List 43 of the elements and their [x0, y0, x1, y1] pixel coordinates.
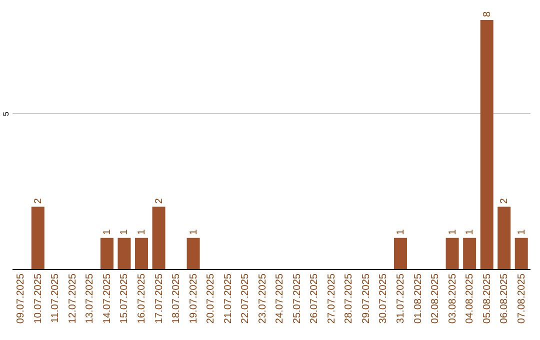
- x-tick-label: 30.07.2025: [378, 273, 390, 324]
- x-tick-label: 03.08.2025: [447, 273, 458, 324]
- x-tick-label: 04.08.2025: [464, 273, 476, 324]
- data-label: 2: [32, 198, 44, 204]
- x-tick-label: 27.07.2025: [326, 273, 338, 324]
- x-tick-label: 13.07.2025: [84, 273, 96, 324]
- data-label: 1: [516, 228, 528, 235]
- data-label: 1: [447, 228, 458, 235]
- x-tick-label: 24.07.2025: [274, 273, 286, 324]
- x-tick-label: 19.07.2025: [188, 273, 200, 324]
- data-label: 1: [464, 228, 476, 235]
- y-tick-label: 5: [2, 111, 10, 116]
- data-label: 1: [102, 228, 113, 235]
- x-tick-label: 16.07.2025: [136, 273, 148, 324]
- x-tick-label: 11.07.2025: [50, 273, 62, 323]
- x-tick-label: 07.08.2025: [516, 273, 528, 324]
- x-tick-label: 28.07.2025: [344, 273, 355, 324]
- x-tick-label: 17.07.2025: [154, 273, 165, 324]
- x-tick-label: 29.07.2025: [360, 273, 372, 324]
- data-label: 1: [396, 228, 406, 235]
- data-label: 8: [482, 11, 493, 17]
- x-tick-label: 14.07.2025: [102, 273, 113, 324]
- data-label: 1: [119, 228, 130, 235]
- data-label: 2: [154, 198, 165, 204]
- data-label: 2: [499, 198, 510, 204]
- x-tick-label: 23.07.2025: [257, 273, 268, 324]
- x-tick-label: 21.07.2025: [222, 273, 234, 324]
- x-tick-label: 31.07.2025: [396, 273, 406, 324]
- x-tick-label: 12.07.2025: [67, 273, 78, 324]
- x-tick-label: 09.07.2025: [16, 273, 27, 324]
- x-tick-label: 18.07.2025: [171, 273, 182, 324]
- x-tick-label: 05.08.2025: [482, 273, 493, 324]
- x-tick-label: 15.07.2025: [119, 273, 130, 324]
- x-tick-label: 10.07.2025: [32, 273, 44, 324]
- x-tick-label: 25.07.2025: [292, 273, 303, 324]
- x-tick-label: 02.08.2025: [430, 273, 442, 324]
- x-tick-label: 20.07.2025: [206, 273, 217, 324]
- x-tick-label: 01.08.2025: [412, 273, 424, 324]
- x-tick-label: 22.07.2025: [240, 273, 252, 324]
- data-label: 1: [136, 228, 148, 235]
- x-tick-label: 06.08.2025: [499, 273, 510, 324]
- x-tick-label: 26.07.2025: [309, 273, 320, 324]
- data-label: 1: [188, 228, 200, 235]
